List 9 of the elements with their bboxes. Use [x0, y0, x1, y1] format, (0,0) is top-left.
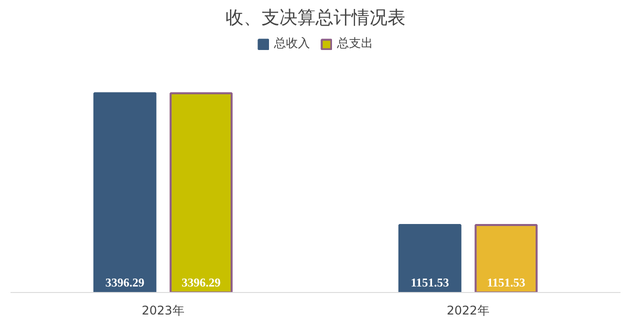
x-tick-label: 2022年: [446, 304, 490, 318]
data-label: 1151.53: [410, 276, 450, 290]
chart-title: 收、支决算总计情况表: [226, 8, 406, 28]
data-label: 1151.53: [486, 276, 526, 290]
data-label: 3396.29: [182, 276, 221, 290]
data-label: 3396.29: [105, 276, 144, 290]
legend-label: 总支出: [337, 35, 373, 52]
x-tick-label: 2023年: [142, 304, 184, 318]
legend-label: 总收入: [274, 35, 310, 52]
